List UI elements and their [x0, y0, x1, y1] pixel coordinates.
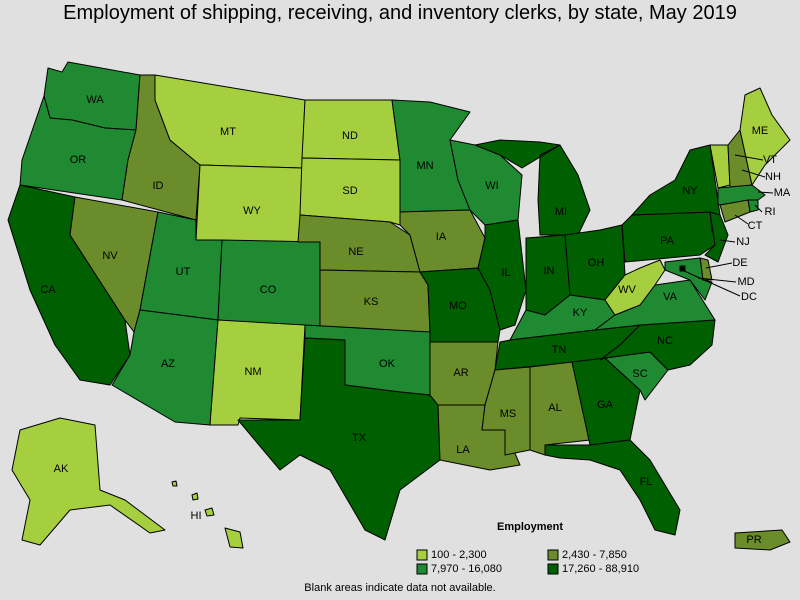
state-label-tx: TX — [352, 432, 367, 444]
state-ny[interactable] — [631, 144, 729, 236]
legend-title: Employment — [497, 521, 563, 533]
legend-label-c2: 2,430 - 7,850 — [562, 549, 627, 561]
state-label-ca: CA — [40, 284, 56, 296]
state-label-pr: PR — [746, 534, 761, 546]
state-label-mi: MI — [555, 206, 567, 218]
state-label-mo: MO — [449, 300, 467, 312]
state-sd[interactable] — [299, 157, 401, 226]
state-md[interactable] — [664, 257, 713, 301]
state-pr[interactable] — [734, 529, 791, 551]
state-me[interactable] — [739, 87, 791, 186]
state-label-wa: WA — [86, 94, 104, 106]
state-label-md: MD — [737, 276, 754, 288]
state-wy[interactable] — [195, 164, 303, 243]
state-label-nd: ND — [342, 130, 358, 142]
legend-label-c4: 17,260 - 88,910 — [562, 563, 639, 575]
state-label-ma: MA — [774, 187, 791, 199]
state-label-al: AL — [548, 402, 561, 414]
state-label-ne: NE — [348, 246, 363, 258]
state-label-tn: TN — [552, 344, 567, 356]
state-ga[interactable] — [571, 357, 641, 446]
state-label-il: IL — [501, 267, 510, 279]
state-label-ny: NY — [682, 185, 698, 197]
state-label-ct: CT — [748, 220, 763, 232]
state-label-id: ID — [153, 180, 164, 192]
state-label-pa: PA — [660, 235, 675, 247]
state-ak[interactable] — [11, 417, 166, 546]
state-label-ar: AR — [453, 367, 468, 379]
state-tx[interactable] — [237, 337, 441, 541]
state-hi[interactable] — [171, 480, 244, 549]
state-label-la: LA — [456, 444, 470, 456]
state-label-in: IN — [544, 265, 555, 277]
state-label-nv: NV — [102, 250, 118, 262]
state-label-nh: NH — [765, 171, 781, 183]
state-label-sc: SC — [632, 368, 647, 380]
legend-label-c3: 7,970 - 16,080 — [431, 563, 502, 575]
state-label-wv: WV — [618, 284, 636, 296]
state-label-ms: MS — [500, 408, 517, 420]
state-mi[interactable] — [474, 139, 591, 236]
data-note: Blank areas indicate data not available. — [304, 582, 496, 594]
state-label-az: AZ — [161, 358, 175, 370]
state-label-fl: FL — [640, 476, 653, 488]
state-label-ks: KS — [364, 296, 379, 308]
state-il[interactable] — [477, 219, 527, 331]
state-label-me: ME — [752, 125, 769, 137]
state-label-or: OR — [70, 154, 87, 166]
map-title: Employment of shipping, receiving, and i… — [63, 2, 737, 24]
state-label-sd: SD — [342, 185, 357, 197]
state-label-nc: NC — [657, 335, 673, 347]
state-label-ky: KY — [573, 307, 588, 319]
state-label-mt: MT — [220, 126, 236, 138]
state-label-nm: NM — [244, 366, 261, 378]
state-label-de: DE — [732, 257, 747, 269]
state-label-ok: OK — [379, 358, 396, 370]
legend-label-c1: 100 - 2,300 — [431, 549, 487, 561]
state-label-ia: IA — [436, 231, 447, 243]
state-label-vt: VT — [763, 154, 777, 166]
state-label-ut: UT — [176, 266, 191, 278]
state-label-dc: DC — [741, 291, 757, 303]
legend-swatch-c1 — [416, 549, 428, 561]
state-label-wi: WI — [485, 180, 498, 192]
state-label-wy: WY — [243, 205, 261, 217]
legend-swatch-c2 — [547, 549, 559, 561]
state-label-ga: GA — [597, 399, 614, 411]
state-label-nj: NJ — [736, 236, 749, 248]
state-label-hi: HI — [191, 510, 202, 522]
state-label-co: CO — [260, 284, 277, 296]
state-label-oh: OH — [588, 257, 605, 269]
state-label-ri: RI — [765, 206, 776, 218]
state-label-ak: AK — [54, 463, 69, 475]
state-nc[interactable] — [599, 319, 716, 371]
legend-swatch-c4 — [547, 563, 559, 575]
state-label-mn: MN — [416, 160, 433, 172]
legend: Employment 100 - 2,300 2,430 - 7,850 7,9… — [416, 521, 639, 575]
state-label-va: VA — [663, 291, 678, 303]
legend-swatch-c3 — [416, 563, 428, 575]
state-ct[interactable] — [719, 199, 751, 223]
state-nj[interactable] — [704, 211, 729, 263]
state-fl[interactable] — [544, 439, 681, 536]
